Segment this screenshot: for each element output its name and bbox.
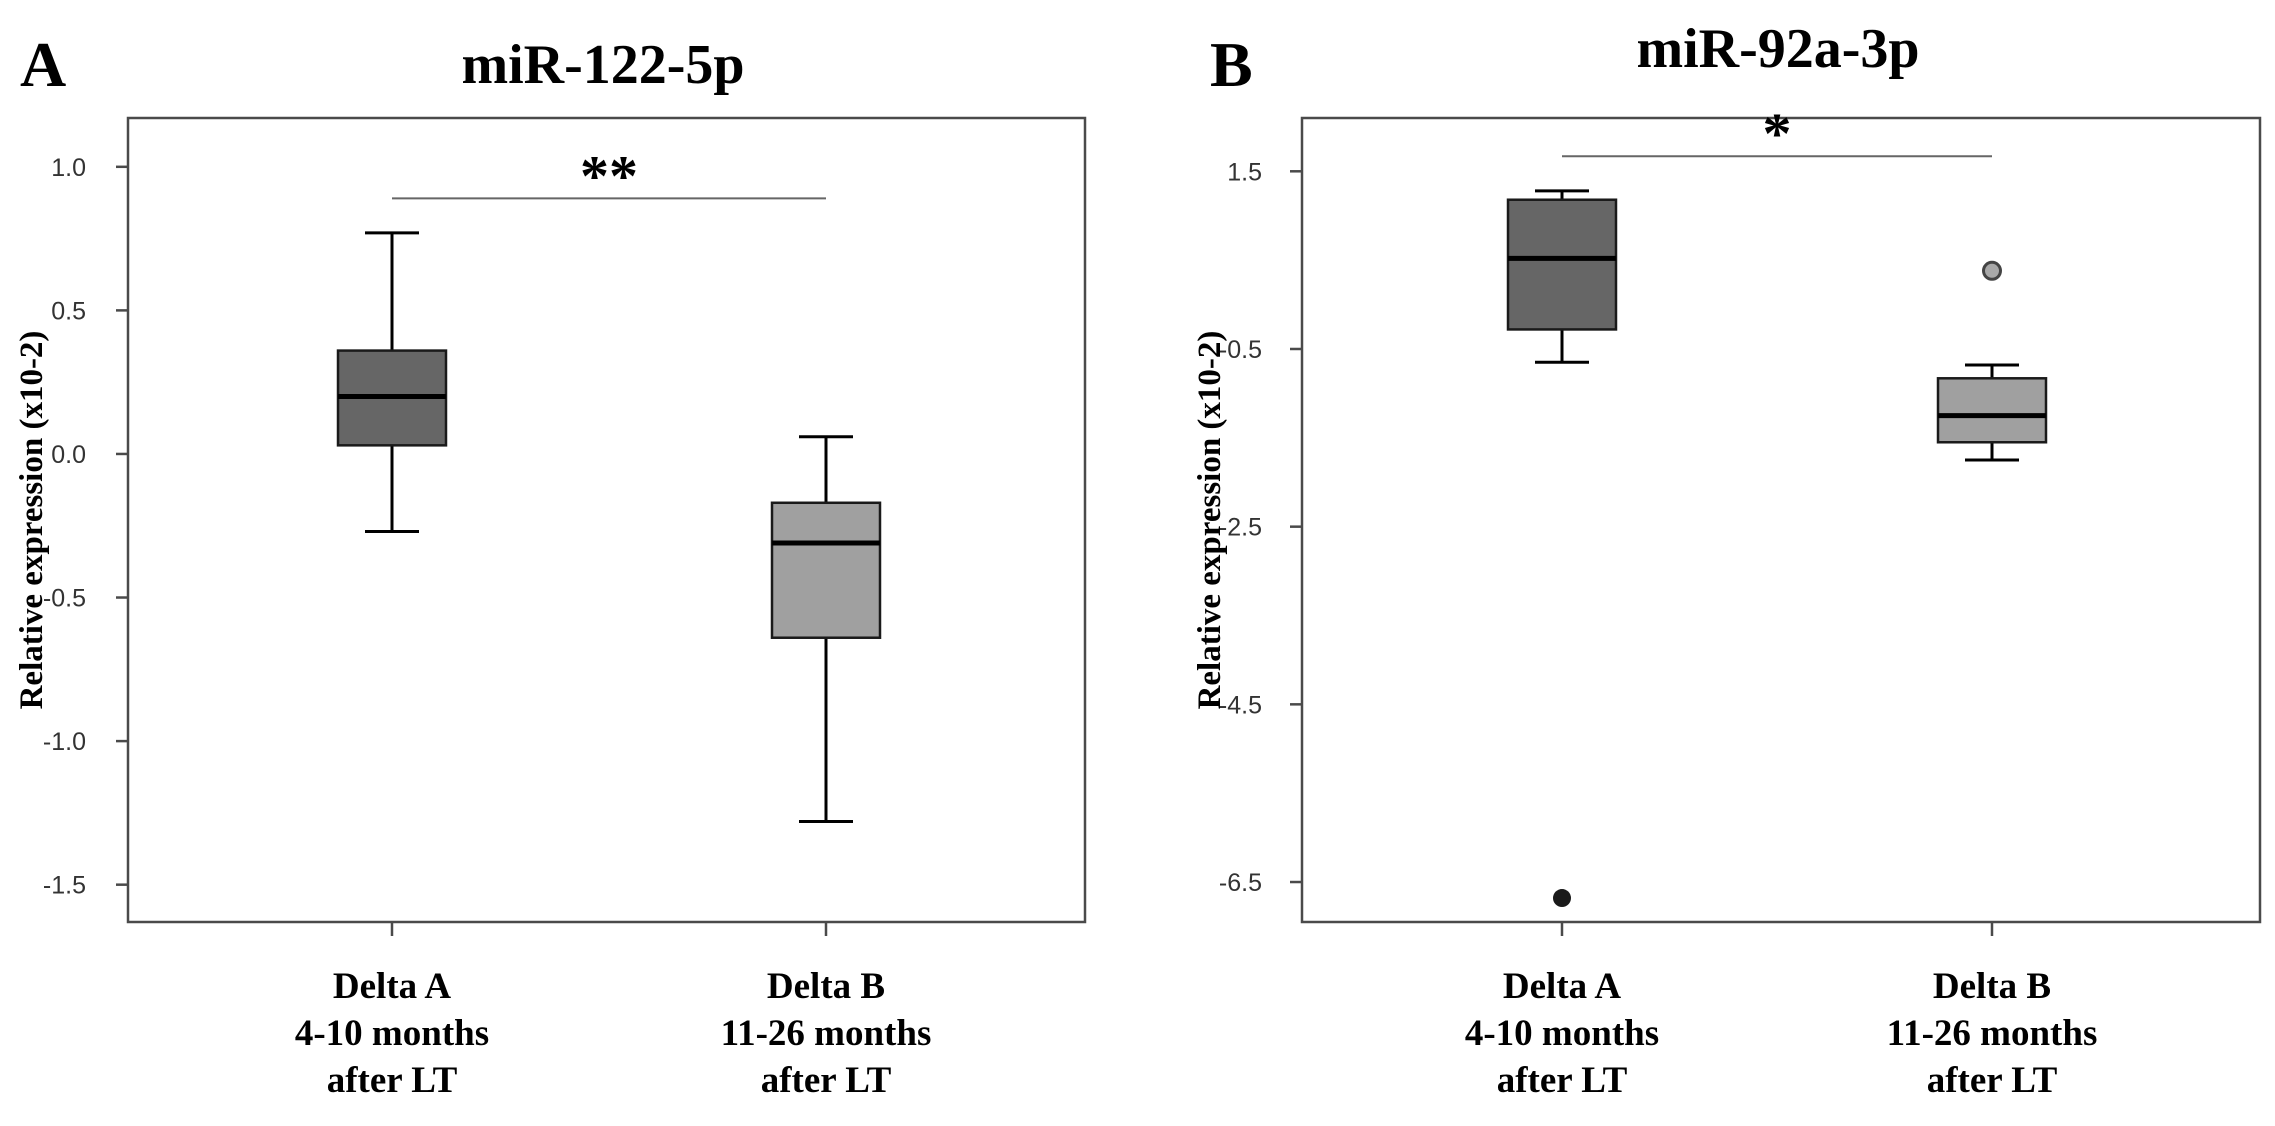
x-category-line: Delta A <box>1503 966 1621 1007</box>
panel-letter: A <box>20 29 66 100</box>
significance-label: ** <box>580 143 638 208</box>
x-category-line: after LT <box>761 1060 892 1101</box>
box-2 <box>770 435 882 823</box>
x-category-line: Delta B <box>767 966 885 1007</box>
x-category-line: Delta A <box>333 966 451 1007</box>
outlier-point <box>1982 260 2002 281</box>
x-category-line: after LT <box>327 1060 458 1101</box>
y-tick-label: 1.0 <box>51 154 86 182</box>
interquartile-box <box>770 501 882 639</box>
x-category-label: Delta B 11-26 months after LT <box>1887 966 2098 1101</box>
x-category-line: 4-10 months <box>295 1013 489 1054</box>
x-category-line: after LT <box>1497 1060 1628 1101</box>
x-category-line: 11-26 months <box>1887 1013 2098 1054</box>
interquartile-box <box>1506 198 1618 331</box>
y-axis-label: Relative expression (x10-2) <box>1192 331 1228 710</box>
x-category-line: Delta B <box>1933 966 2051 1007</box>
y-tick-label: -0.5 <box>1219 336 1262 364</box>
panel-letter: B <box>1210 29 1253 100</box>
chart-title: miR-92a-3p <box>1636 18 1919 80</box>
x-category-line: 4-10 months <box>1465 1013 1659 1054</box>
outlier-point <box>1553 889 1571 908</box>
y-tick-label: -2.5 <box>1219 514 1262 542</box>
chart-title: miR-122-5p <box>461 34 744 96</box>
box-2 <box>1936 260 2048 462</box>
y-tick-label: 0.5 <box>51 297 86 325</box>
box-1 <box>336 231 448 533</box>
x-category-label: Delta A 4-10 months after LT <box>1465 966 1659 1101</box>
y-tick-label: -4.5 <box>1219 691 1262 719</box>
x-category-label: Delta A 4-10 months after LT <box>295 966 489 1101</box>
significance-label: * <box>1763 101 1792 166</box>
y-tick-label: -1.5 <box>43 872 86 900</box>
x-category-line: 11-26 months <box>721 1013 932 1054</box>
y-axis-label: Relative expression (x10-2) <box>14 331 50 710</box>
y-tick-label: 1.5 <box>1227 158 1262 186</box>
interquartile-box <box>1936 377 2048 444</box>
plot-frame <box>1300 116 2262 924</box>
x-category-line: after LT <box>1927 1060 2058 1101</box>
y-tick-label: -6.5 <box>1219 869 1262 897</box>
box-1 <box>1506 189 1618 908</box>
x-category-label: Delta B 11-26 months after LT <box>721 966 932 1101</box>
y-tick-label: -0.5 <box>43 585 86 613</box>
y-tick-label: 0.0 <box>51 441 86 469</box>
y-tick-label: -1.0 <box>43 728 86 756</box>
plot-frame <box>126 116 1087 924</box>
